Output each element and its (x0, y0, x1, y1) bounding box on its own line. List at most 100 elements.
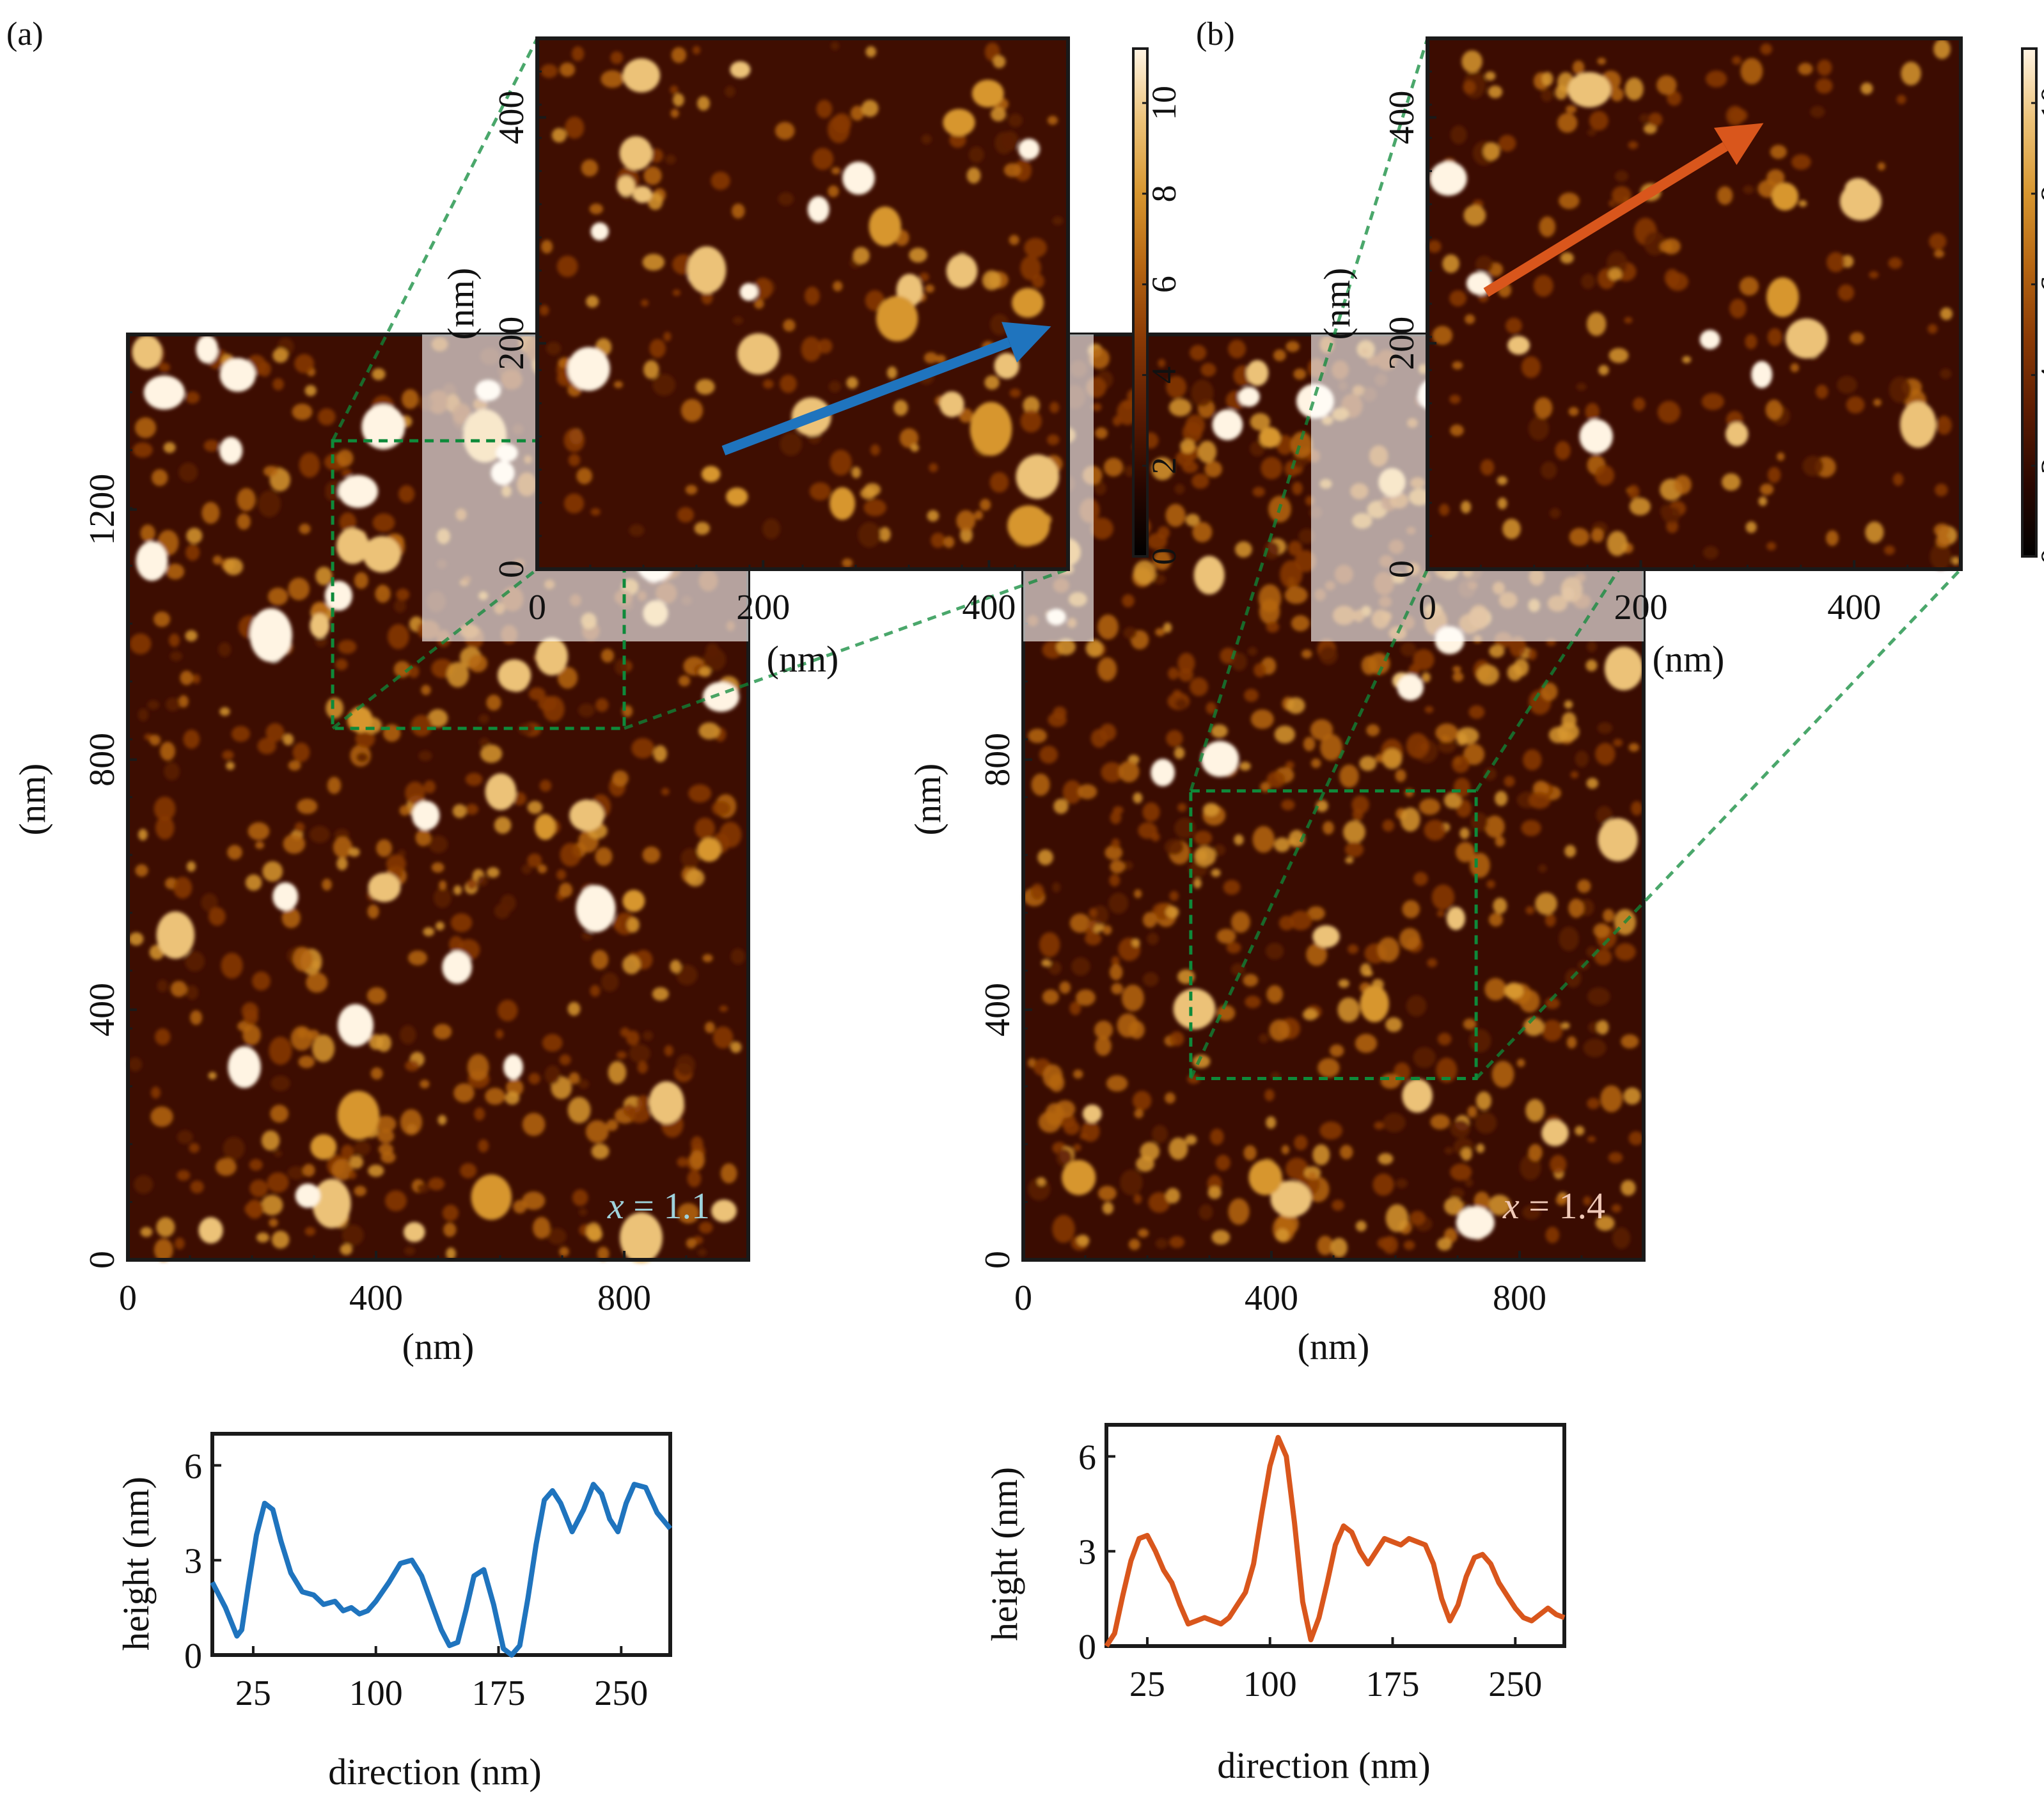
afm-particle (1424, 706, 1434, 714)
afm-particle (1085, 639, 1103, 657)
afm-particle (720, 1163, 737, 1184)
afm-particle (256, 1232, 269, 1243)
afm-particle (1385, 1204, 1409, 1232)
afm-particle (563, 428, 585, 453)
afm-particle (336, 857, 348, 870)
afm-particle (1109, 964, 1123, 981)
afm-particle (223, 1136, 245, 1160)
afm-particle (974, 510, 983, 520)
afm-particle (565, 116, 585, 139)
y-tick-label: 0 (1078, 1628, 1096, 1667)
afm-particle (1128, 1239, 1140, 1250)
afm-particle (315, 567, 333, 586)
y-axis-label: (nm) (907, 764, 948, 836)
afm-particle (1521, 356, 1541, 378)
afm-particle (446, 1247, 456, 1260)
afm-particle (1860, 82, 1873, 95)
afm-particle (1252, 826, 1275, 853)
afm-particle (1476, 1091, 1491, 1110)
afm-particle (754, 299, 764, 309)
afm-particle (1892, 473, 1904, 486)
afm-particle (467, 1054, 489, 1081)
afm-particle (1475, 255, 1493, 274)
afm-particle (1042, 989, 1059, 1005)
afm-particle (465, 804, 478, 815)
afm-particle (1140, 1142, 1160, 1161)
afm-particle (1048, 961, 1062, 975)
afm-particle (1280, 560, 1303, 589)
afm-particle (1069, 1001, 1081, 1016)
afm-particle (393, 661, 411, 678)
afm-particle (1449, 290, 1466, 307)
afm-particle (368, 1165, 384, 1177)
afm-particle (935, 354, 947, 364)
afm-particle (989, 472, 1009, 493)
afm-particle (627, 917, 640, 933)
afm-particle (865, 290, 884, 311)
afm-particle (1568, 407, 1579, 416)
afm-particle (1152, 574, 1166, 585)
afm-grain (829, 487, 856, 520)
afm-particle (159, 363, 170, 372)
afm-particle (842, 558, 853, 568)
afm-particle (1896, 95, 1906, 104)
afm-particle (272, 348, 288, 363)
afm-particle (697, 96, 710, 111)
afm-particle (568, 453, 581, 467)
afm-particle (1930, 543, 1951, 570)
afm-particle (1456, 842, 1475, 863)
afm-particle (1380, 1073, 1401, 1089)
afm-particle (1436, 1057, 1458, 1083)
afm-particle (1424, 819, 1447, 841)
afm-particle (1410, 1211, 1426, 1225)
afm-grain (348, 706, 373, 733)
afm-particle (1837, 284, 1855, 301)
afm-particle (208, 1072, 217, 1079)
afm-grain (1270, 1181, 1312, 1218)
afm-particle (1430, 1114, 1450, 1130)
afm-particle (1041, 959, 1051, 967)
arrow-shaft (1483, 142, 1728, 297)
afm-particle (465, 773, 483, 786)
guide-bottom-right (1475, 568, 1962, 1080)
afm-particle (1103, 925, 1112, 935)
afm-particle (1168, 398, 1191, 417)
afm-particle (567, 1097, 591, 1124)
afm-particle (925, 284, 934, 293)
afm-particle (1660, 241, 1673, 253)
afm-grain (503, 665, 530, 692)
afm-particle (1308, 1172, 1317, 1180)
afm-particle (1092, 403, 1102, 411)
afm-particle (1037, 1177, 1046, 1186)
afm-particle (1745, 334, 1757, 349)
afm-particle (1951, 556, 1960, 565)
afm-grain (1507, 336, 1530, 355)
afm-particle (1031, 773, 1050, 796)
afm-particle (719, 1005, 728, 1012)
afm-particle (370, 1067, 383, 1080)
afm-particle (1352, 808, 1364, 821)
afm-particle (1123, 861, 1133, 870)
afm-particle (1431, 884, 1455, 910)
afm-grain (338, 475, 378, 508)
afm-grain (619, 136, 653, 171)
afm-particle (1826, 530, 1839, 546)
afm-particle (695, 379, 715, 395)
afm-particle (1344, 842, 1364, 858)
afm-particle (1204, 460, 1222, 478)
afm-particle (828, 185, 839, 198)
composition-annotation-b: x = 1.4 (1502, 1185, 1605, 1227)
afm-particle (1028, 728, 1047, 743)
afm-particle (861, 100, 879, 117)
afm-particle (590, 985, 601, 997)
afm-particle (642, 846, 661, 863)
afm-particle (1076, 1234, 1090, 1246)
afm-particle (711, 171, 730, 191)
afm-particle (1730, 108, 1748, 123)
afm-particle (980, 499, 991, 511)
afm-particle (446, 662, 469, 687)
afm-particle (1180, 439, 1196, 453)
afm-particle (1550, 1154, 1567, 1174)
afm-particle (1461, 1147, 1472, 1161)
afm-particle (1020, 255, 1041, 281)
